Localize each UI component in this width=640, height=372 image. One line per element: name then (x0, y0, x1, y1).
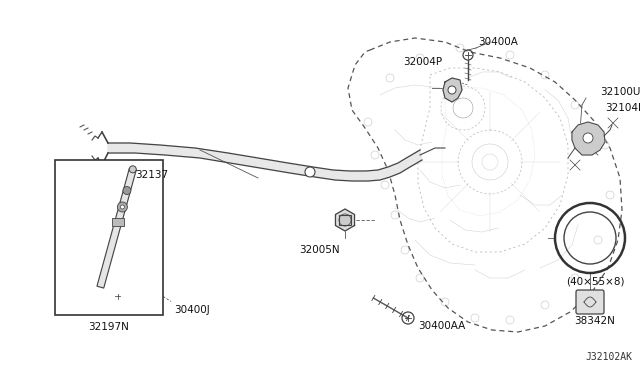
FancyBboxPatch shape (576, 290, 604, 314)
Circle shape (117, 202, 127, 212)
Polygon shape (572, 122, 605, 155)
Text: 32100U: 32100U (600, 87, 640, 97)
Text: 32005N: 32005N (300, 245, 340, 255)
Circle shape (305, 167, 315, 177)
Circle shape (583, 133, 593, 143)
Text: 32137: 32137 (135, 170, 168, 180)
Text: 30400AA: 30400AA (418, 321, 465, 331)
Bar (112, 218, 124, 226)
Circle shape (120, 205, 124, 209)
Bar (339, 215, 351, 225)
Circle shape (129, 166, 136, 173)
Polygon shape (108, 143, 422, 181)
Text: 32104N: 32104N (605, 103, 640, 113)
Text: J32102AK: J32102AK (585, 352, 632, 362)
Polygon shape (97, 169, 136, 288)
Text: 30400J: 30400J (174, 305, 210, 315)
Text: 30400A: 30400A (478, 37, 518, 47)
Text: 32197N: 32197N (88, 322, 129, 332)
Text: (40×55×8): (40×55×8) (566, 277, 624, 287)
Text: 38342N: 38342N (575, 316, 616, 326)
Circle shape (448, 86, 456, 94)
Circle shape (123, 186, 131, 195)
Polygon shape (335, 209, 355, 231)
Bar (55, 160, 163, 315)
Text: 32004P: 32004P (403, 57, 442, 67)
Polygon shape (443, 78, 462, 102)
